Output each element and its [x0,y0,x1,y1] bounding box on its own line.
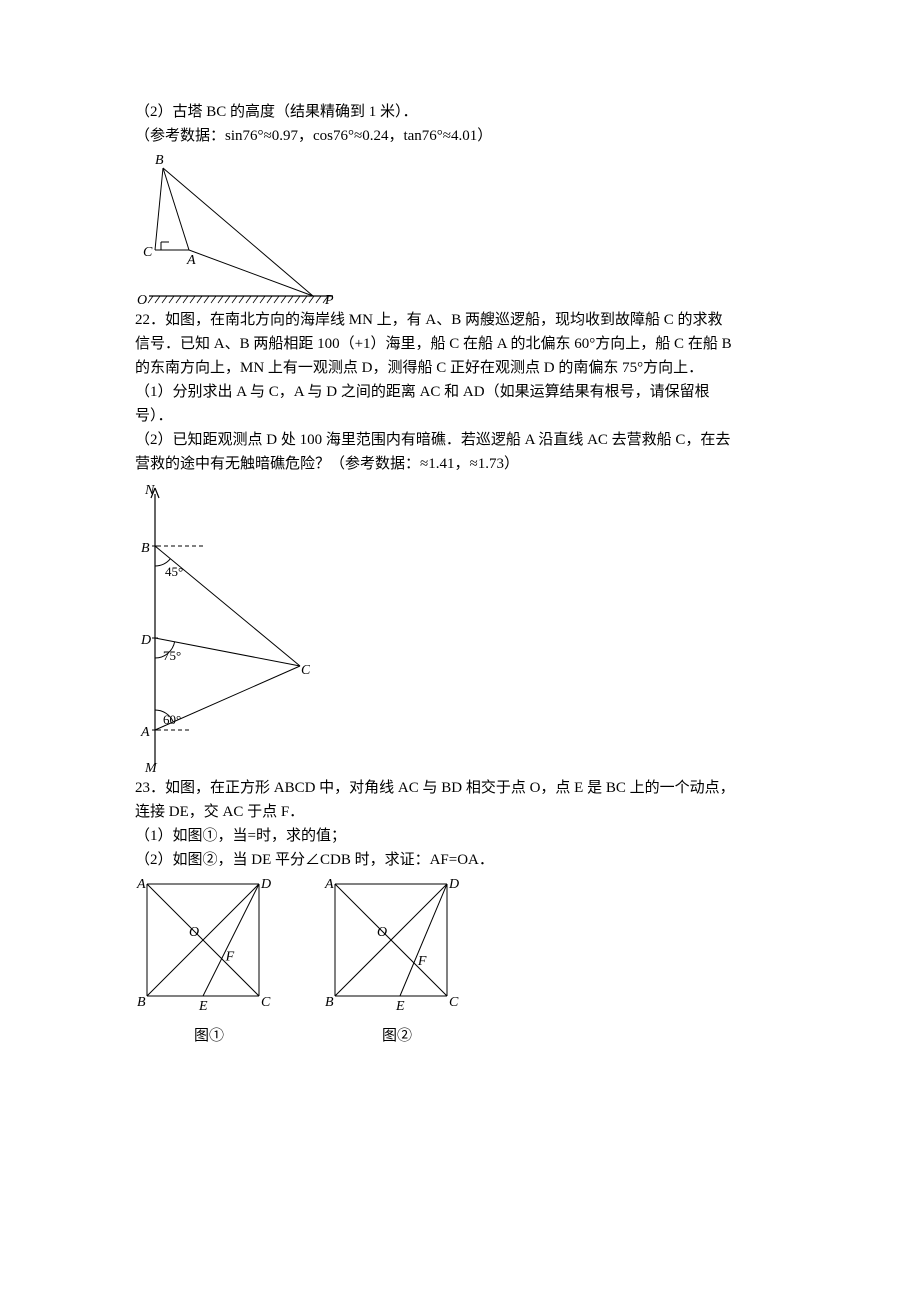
svg-text:O: O [377,925,387,940]
q22-line4: （1）分别求出 A 与 C，A 与 D 之间的距离 AC 和 AD（如果运算结果… [135,380,790,404]
svg-text:O: O [137,293,147,308]
q22-line6: （2）已知距观测点 D 处 100 海里范围内有暗礁．若巡逻船 A 沿直线 AC… [135,428,790,452]
q21-part2: （2）古塔 BC 的高度（结果精确到 1 米）． [135,100,790,124]
svg-text:D: D [260,877,271,892]
figure-23-2-col: A D B C O E F 图② [323,872,471,1048]
svg-text:F: F [225,950,235,965]
q23-line3: （1）如图①，当=时，求的值； [135,824,790,848]
svg-text:N: N [144,483,155,498]
svg-text:D: D [140,633,151,648]
svg-text:75°: 75° [163,648,181,663]
svg-text:A: A [186,253,196,268]
figure-23-1-svg: A D B C O E F [135,872,283,1020]
svg-text:60°: 60° [163,712,181,727]
q22-line7: 营救的途中有无触暗礁危险？（参考数据：≈1.41，≈1.73） [135,452,790,476]
svg-text:P: P [324,293,334,308]
figure-23-2-caption: 图② [382,1024,412,1048]
q22-line3: 的东南方向上，MN 上有一观测点 D，测得船 C 正好在观测点 D 的南偏东 7… [135,356,790,380]
svg-text:F: F [417,954,427,969]
figure-23-1-caption: 图① [194,1024,224,1048]
svg-text:M: M [144,761,158,776]
figure-23-row: A D B C O E F 图① A D B C O E F 图② [135,872,790,1048]
q23-line4: （2）如图②，当 DE 平分∠CDB 时，求证：AF=OA． [135,848,790,872]
svg-text:B: B [325,995,334,1010]
figure-21-svg: B C A O P [135,148,335,308]
q22-line1: 22．如图，在南北方向的海岸线 MN 上，有 A、B 两艘巡逻船，现均收到故障船… [135,308,790,332]
svg-text:45°: 45° [165,564,183,579]
svg-text:D: D [448,877,459,892]
figure-21: B C A O P [135,148,790,308]
svg-text:B: B [137,995,146,1010]
figure-23-1-col: A D B C O E F 图① [135,872,283,1048]
svg-text:E: E [198,999,208,1014]
svg-text:B: B [141,541,150,556]
figure-22-svg: N B D A M C 45° 75° 60° [135,476,310,776]
q22-line2: 信号．已知 A、B 两船相距 100（+1）海里，船 C 在船 A 的北偏东 6… [135,332,790,356]
q22-line5: 号）． [135,404,790,428]
svg-text:A: A [140,725,150,740]
svg-text:O: O [189,925,199,940]
q21-ref-data: （参考数据：sin76°≈0.97，cos76°≈0.24，tan76°≈4.0… [135,124,790,148]
q23-line1: 23．如图，在正方形 ABCD 中，对角线 AC 与 BD 相交于点 O，点 E… [135,776,790,800]
svg-text:A: A [324,877,334,892]
svg-text:C: C [143,245,153,260]
svg-text:E: E [395,999,405,1014]
q23-line2: 连接 DE，交 AC 于点 F． [135,800,790,824]
svg-text:C: C [449,995,459,1010]
svg-text:C: C [301,663,310,678]
page: （2）古塔 BC 的高度（结果精确到 1 米）． （参考数据：sin76°≈0.… [0,0,920,1048]
svg-text:B: B [155,153,164,168]
figure-22: N B D A M C 45° 75° 60° [135,476,790,776]
svg-text:A: A [136,877,146,892]
svg-text:C: C [261,995,271,1010]
figure-23-2-svg: A D B C O E F [323,872,471,1020]
